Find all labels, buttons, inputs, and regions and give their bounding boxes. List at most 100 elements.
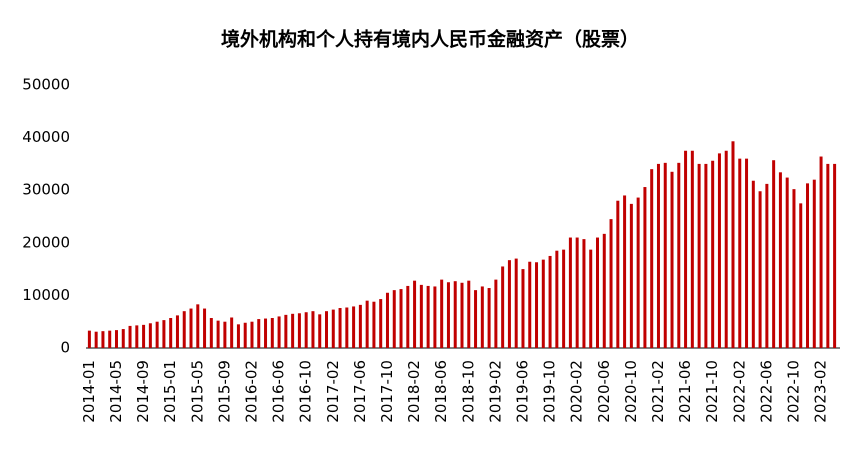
bar — [758, 191, 762, 348]
y-tick-label: 30000 — [22, 181, 70, 199]
bar — [480, 286, 484, 348]
bar — [270, 318, 274, 348]
bar — [189, 308, 193, 348]
x-tick-label: 2017-10 — [378, 360, 396, 423]
y-tick-label: 40000 — [22, 128, 70, 146]
x-tick-label: 2018-02 — [405, 360, 423, 423]
bar — [582, 239, 586, 348]
bar — [745, 158, 749, 348]
bar — [819, 156, 823, 348]
bar — [717, 153, 721, 348]
bar — [230, 317, 234, 348]
bar — [568, 237, 572, 348]
bar — [751, 180, 755, 348]
x-tick-label: 2015-09 — [215, 360, 233, 423]
bar — [684, 150, 688, 348]
bar — [372, 301, 376, 348]
bar — [595, 237, 599, 348]
bar — [358, 304, 362, 348]
bar — [433, 286, 437, 348]
bar — [331, 309, 335, 348]
x-tick-label: 2017-02 — [324, 360, 342, 423]
bar — [474, 290, 478, 348]
bar — [155, 321, 159, 348]
x-tick-label: 2019-06 — [513, 360, 531, 423]
bar — [162, 320, 166, 348]
x-tick-label: 2014-01 — [80, 360, 98, 423]
x-tick-label: 2023-02 — [812, 360, 830, 423]
bar — [575, 237, 579, 348]
bar — [616, 200, 620, 348]
x-tick-label: 2019-02 — [486, 360, 504, 423]
bar — [738, 158, 742, 348]
bar — [196, 304, 200, 348]
bar — [548, 255, 552, 348]
bar — [277, 316, 281, 348]
bar — [792, 189, 796, 348]
bar — [311, 311, 315, 348]
bar — [426, 285, 430, 348]
bar — [555, 250, 559, 348]
bar — [101, 331, 105, 348]
bar — [623, 195, 627, 348]
bar — [467, 280, 471, 348]
x-tick-label: 2016-06 — [270, 360, 288, 423]
bar — [772, 160, 776, 348]
bar — [663, 162, 667, 348]
bar — [325, 311, 329, 348]
bar — [297, 313, 301, 348]
bar — [216, 320, 220, 348]
bar — [142, 324, 146, 348]
bar — [182, 311, 186, 348]
x-tick-label: 2022-06 — [757, 360, 775, 423]
bar — [419, 284, 423, 348]
bar — [765, 183, 769, 348]
bar — [724, 150, 728, 348]
bar — [785, 177, 789, 348]
bar — [528, 261, 532, 348]
bar — [236, 324, 240, 348]
x-tick-label: 2016-02 — [242, 360, 260, 423]
x-tick-label: 2018-10 — [459, 360, 477, 423]
bar — [643, 187, 647, 348]
bar — [128, 325, 132, 348]
bar — [494, 279, 498, 348]
bar — [677, 162, 681, 348]
bar — [243, 322, 247, 348]
bar — [650, 169, 654, 348]
bar — [169, 318, 173, 348]
bar — [223, 321, 227, 348]
bar — [453, 281, 457, 348]
x-tick-label: 2022-02 — [730, 360, 748, 423]
bar — [697, 163, 701, 348]
x-tick-label: 2015-01 — [161, 360, 179, 423]
bar — [670, 171, 674, 348]
bar — [114, 330, 118, 348]
bar — [135, 325, 139, 348]
x-tick-label: 2021-10 — [703, 360, 721, 423]
bar — [148, 323, 152, 348]
bar — [352, 306, 356, 348]
x-tick-label: 2020-10 — [622, 360, 640, 423]
bar — [562, 249, 566, 348]
x-tick-label: 2017-06 — [351, 360, 369, 423]
bar — [799, 203, 803, 348]
bar — [108, 330, 112, 348]
x-tick-label: 2020-06 — [595, 360, 613, 423]
bar — [264, 318, 268, 348]
bar — [711, 160, 715, 348]
bar — [291, 313, 295, 348]
x-tick-label: 2015-05 — [188, 360, 206, 423]
bar — [507, 260, 511, 348]
bar — [629, 203, 633, 348]
x-tick-label: 2014-05 — [107, 360, 125, 423]
bar — [812, 179, 816, 348]
bar — [345, 307, 349, 348]
bar — [413, 280, 417, 348]
bar — [304, 312, 308, 348]
x-tick-label: 2019-10 — [541, 360, 559, 423]
bar — [731, 141, 735, 348]
bar — [521, 269, 525, 348]
bar — [87, 330, 91, 348]
